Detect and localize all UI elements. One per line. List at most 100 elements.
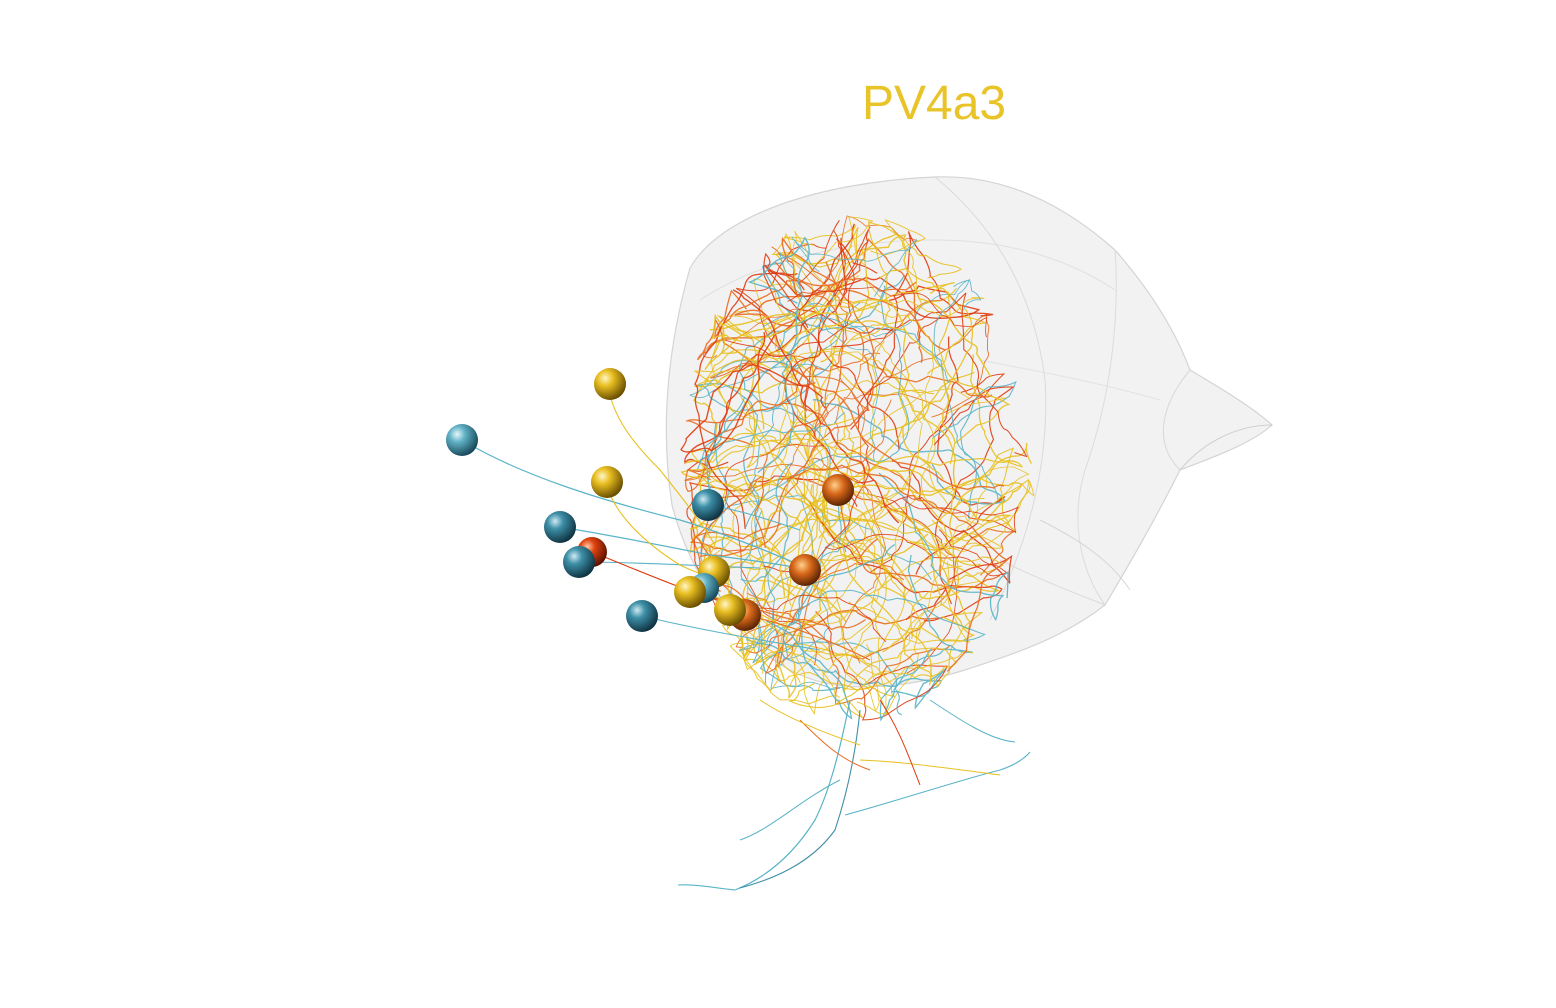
neurite-branch <box>771 224 857 268</box>
neurite-branch <box>786 645 896 698</box>
neurite-branch <box>802 466 948 633</box>
neurite-branch <box>806 492 923 626</box>
neurite-branch <box>887 468 1013 545</box>
neurite-branch <box>815 216 985 317</box>
neurite-branch <box>710 352 881 411</box>
neurite-branch <box>839 373 886 664</box>
neurite-branch <box>815 611 948 721</box>
neurite-branch <box>782 351 923 571</box>
neurite-branch <box>694 272 798 530</box>
soma-orange <box>789 554 821 586</box>
neurite-branch <box>747 236 810 474</box>
soma-teal <box>446 424 478 456</box>
neurite-branch <box>704 287 957 382</box>
neurite-branch <box>938 291 1011 465</box>
neurite-branch <box>812 399 1006 505</box>
neurite-branch <box>789 341 887 688</box>
neurite-branch <box>804 388 971 498</box>
neurite-branch <box>920 393 1007 527</box>
neurite-branch <box>776 558 828 699</box>
neurite-branch <box>949 442 1032 589</box>
neurite-branch <box>779 251 881 462</box>
neurite-branch <box>739 261 849 433</box>
neurite-branch <box>801 565 962 657</box>
neurite-branch <box>766 544 896 720</box>
neurite-branch <box>745 428 893 578</box>
neurite-branch <box>933 278 982 384</box>
neurite-branch <box>878 472 1009 622</box>
soma-orange <box>822 474 854 506</box>
soma-yellow <box>591 466 623 498</box>
neurite-branch <box>782 318 956 443</box>
neurite-branch <box>795 315 900 450</box>
neurite-branch <box>834 477 1001 589</box>
neurite-branch <box>776 538 940 669</box>
neurite-branch <box>787 286 988 338</box>
neurite-branch <box>885 498 971 631</box>
neurite-branch <box>740 510 767 684</box>
neurite-branch <box>680 331 827 453</box>
neurite-branch <box>705 474 896 548</box>
neurite-branch <box>850 527 1015 660</box>
neurite-branch <box>777 317 999 501</box>
neurite-branch <box>869 373 1006 574</box>
neurite-branch <box>792 230 934 438</box>
neurite-branch <box>688 302 861 399</box>
neurite-branch <box>754 461 928 666</box>
neurite-branch <box>786 464 1009 672</box>
neuron-type-title: PV4a3 <box>862 77 1007 130</box>
neurite-branch <box>746 379 925 468</box>
neurite-branch <box>745 285 910 528</box>
neurite-branch <box>882 533 976 653</box>
neurite-branch <box>782 589 987 656</box>
soma-teal <box>692 489 724 521</box>
neurite-branch <box>684 399 892 481</box>
soma-yellow <box>714 594 746 626</box>
neurite-branch <box>933 386 1016 605</box>
neurite-branch <box>684 438 881 525</box>
neurite-branch <box>784 237 874 484</box>
neurite-branch <box>834 299 945 448</box>
neurite-branch <box>791 236 917 297</box>
neurite-branch <box>693 359 985 534</box>
neurite-branch <box>875 475 988 602</box>
neurite-branch <box>800 492 1003 622</box>
neurite-branch <box>791 367 1005 491</box>
neurite-branch <box>916 447 1017 534</box>
neurite-branch <box>790 308 974 478</box>
neurite-branch <box>763 279 969 338</box>
neurite-branch <box>825 261 993 398</box>
neurite-branch <box>714 277 918 340</box>
soma-steel-blue <box>563 546 595 578</box>
neurite-branch <box>810 498 1000 600</box>
neurite-branch <box>779 477 1024 597</box>
neurite-branch <box>815 425 888 715</box>
neurite-branch <box>738 363 799 652</box>
neurite-branch <box>880 496 1019 534</box>
neurite-branch <box>891 460 1013 621</box>
descending-tract <box>677 699 1031 891</box>
neurite-branch <box>739 472 790 659</box>
neurite-branch <box>824 529 1008 577</box>
neurite-branch <box>696 433 829 620</box>
neurite-branch <box>788 647 958 709</box>
soma-yellow <box>674 576 706 608</box>
neurite-branch <box>739 410 840 705</box>
soma-steel-blue <box>544 511 576 543</box>
soma-steel-blue <box>626 600 658 632</box>
neurite-branch <box>829 226 935 398</box>
neurite-branch <box>756 493 886 597</box>
neurite-branch <box>765 561 971 715</box>
neurite-branch <box>704 303 881 370</box>
neurite-branch <box>759 641 902 716</box>
neurite-branch <box>820 350 957 509</box>
neurite-branch <box>732 289 900 524</box>
soma-yellow <box>594 368 626 400</box>
cell-bodies <box>446 368 854 632</box>
neurite-branch <box>726 484 818 631</box>
neurite-branch <box>845 458 1004 640</box>
neurite-branch <box>754 261 845 548</box>
neurite-branch <box>870 219 926 304</box>
neuron-arbors <box>680 215 1035 722</box>
